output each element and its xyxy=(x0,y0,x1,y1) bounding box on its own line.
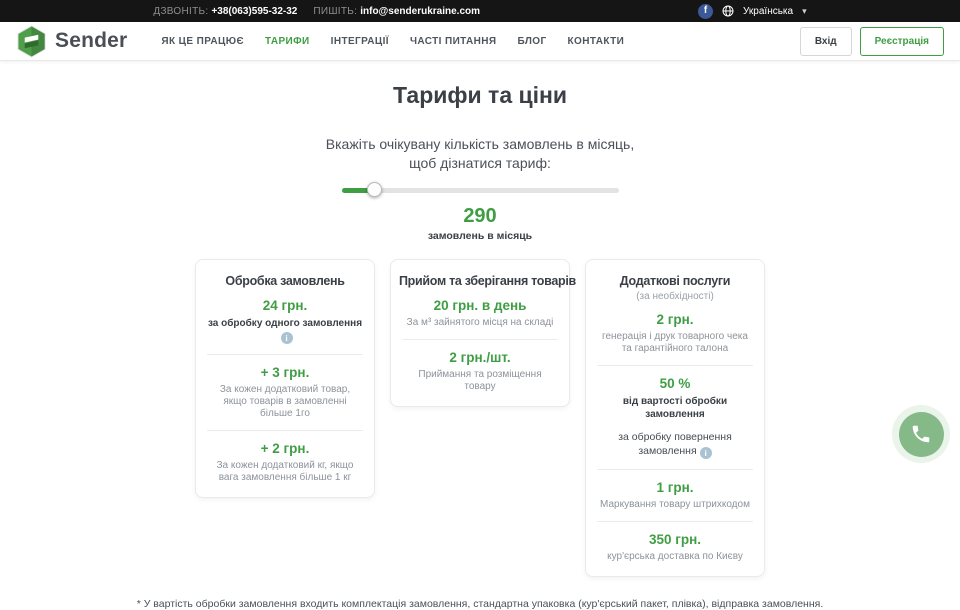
card-subtitle: (за необхідності) xyxy=(636,291,714,302)
slider-instruction-line1: Вкажіть очікувану кількість замовлень в … xyxy=(325,136,635,152)
slider-thumb[interactable] xyxy=(366,182,382,197)
price-description: Маркування товару штрихкодом xyxy=(600,499,750,510)
price-description: За кожен додатковий кг, якщо вага замовл… xyxy=(216,460,354,483)
card-title: Обробка замовлень xyxy=(225,274,345,288)
sender-logo-icon xyxy=(17,24,46,58)
card-extra-services: Додаткові послуги (за необхідності) 2 гр… xyxy=(585,259,765,577)
price: 20 грн. в день xyxy=(433,298,527,313)
divider xyxy=(207,430,363,431)
phone-number[interactable]: +38(063)595-32-32 xyxy=(211,5,298,17)
divider xyxy=(597,469,753,470)
card-storage: Прийом та зберігання товарів 20 грн. в д… xyxy=(390,259,576,407)
nav-integrations[interactable]: ІНТЕГРАЦІЇ xyxy=(330,35,389,47)
brand-name: Sender xyxy=(55,29,128,52)
phone-block: ДЗВОНІТЬ: +38(063)595-32-32 xyxy=(153,6,297,17)
phone-icon xyxy=(912,425,930,443)
topbar-right: f Українська ▾ xyxy=(698,3,807,19)
slider-fill xyxy=(341,188,375,193)
price-description: За м³ зайнятого місця на складі xyxy=(406,317,554,328)
price-description: За кожен додатковий товар, якщо товарів … xyxy=(219,384,351,419)
globe-icon xyxy=(722,5,734,17)
nav-contacts[interactable]: КОНТАКТИ xyxy=(567,35,625,47)
login-button[interactable]: Вхід xyxy=(799,26,852,56)
card-title: Додаткові послуги xyxy=(619,274,731,288)
pricing-cards: Обробка замовлень 24 грн. за обробку одн… xyxy=(0,259,960,577)
email-block: ПИШІТЬ: info@senderukraine.com xyxy=(313,6,480,17)
header: Sender ЯК ЦЕ ПРАЦЮЄ ТАРИФИ ІНТЕГРАЦІЇ ЧА… xyxy=(0,22,960,61)
footnote: * У вартість обробки замовлення входить … xyxy=(136,598,824,610)
price-description-bold: за обробку одного замовленняi xyxy=(207,318,363,344)
price-description: генерація і друк товарного чека та гаран… xyxy=(602,331,748,354)
divider xyxy=(207,354,363,355)
language-selector[interactable]: Українська xyxy=(743,5,794,17)
chevron-down-icon[interactable]: ▾ xyxy=(802,5,807,16)
nav-how-it-works[interactable]: ЯК ЦЕ ПРАЦЮЄ xyxy=(161,35,244,47)
info-icon[interactable]: i xyxy=(280,332,293,344)
price-description-dark: за обробку повернення замовлення i xyxy=(618,431,732,459)
slider-instruction-line2: щоб дізнатися тариф: xyxy=(409,155,551,171)
slider-instruction: Вкажіть очікувану кількість замовлень в … xyxy=(0,135,960,173)
nav-blog[interactable]: БЛОГ xyxy=(517,35,547,47)
main-nav: ЯК ЦЕ ПРАЦЮЄ ТАРИФИ ІНТЕГРАЦІЇ ЧАСТІ ПИТ… xyxy=(161,36,624,47)
nav-faq[interactable]: ЧАСТІ ПИТАННЯ xyxy=(409,35,497,47)
price-description-bold: від вартості обробки замовлення xyxy=(622,396,728,420)
nav-tariffs[interactable]: ТАРИФИ xyxy=(264,35,310,47)
logo[interactable]: Sender xyxy=(16,24,128,58)
callback-button-inner xyxy=(898,411,944,457)
price: 2 грн. xyxy=(656,312,694,327)
price: + 2 грн. xyxy=(260,441,310,456)
topbar: ДЗВОНІТЬ: +38(063)595-32-32 ПИШІТЬ: info@s… xyxy=(0,0,960,22)
topbar-contacts: ДЗВОНІТЬ: +38(063)595-32-32 ПИШІТЬ: info@s… xyxy=(153,6,480,17)
divider xyxy=(597,521,753,522)
call-label: ДЗВОНІТЬ: xyxy=(153,5,209,17)
callback-button[interactable] xyxy=(892,405,950,463)
divider xyxy=(597,365,753,366)
price: 350 грн. xyxy=(648,532,702,547)
card-order-processing: Обробка замовлень 24 грн. за обробку одн… xyxy=(195,259,375,498)
facebook-icon[interactable]: f xyxy=(698,3,714,19)
price-description: Приймання та розміщення товару xyxy=(418,369,542,392)
price-description: кур'єрська доставка по Києву xyxy=(607,551,743,562)
card-title: Прийом та зберігання товарів xyxy=(399,274,576,288)
price: 50 % xyxy=(659,376,691,391)
auth-buttons: Вхід Реєстрація xyxy=(799,26,944,56)
slider-track[interactable] xyxy=(341,188,619,193)
page-title: Тарифи та ціни xyxy=(392,82,568,108)
price: 1 грн. xyxy=(656,480,694,495)
price: + 3 грн. xyxy=(260,365,310,380)
email-link[interactable]: info@senderukraine.com xyxy=(360,5,481,17)
orders-count: 290 xyxy=(463,205,497,227)
orders-caption: замовлень в місяць xyxy=(427,230,533,242)
info-icon[interactable]: i xyxy=(699,447,712,459)
orders-slider xyxy=(341,182,619,198)
divider xyxy=(402,339,558,340)
price: 24 грн. xyxy=(262,298,308,313)
register-button[interactable]: Реєстрація xyxy=(859,26,944,56)
price: 2 грн./шт. xyxy=(449,350,511,365)
write-label: ПИШІТЬ: xyxy=(313,5,358,17)
